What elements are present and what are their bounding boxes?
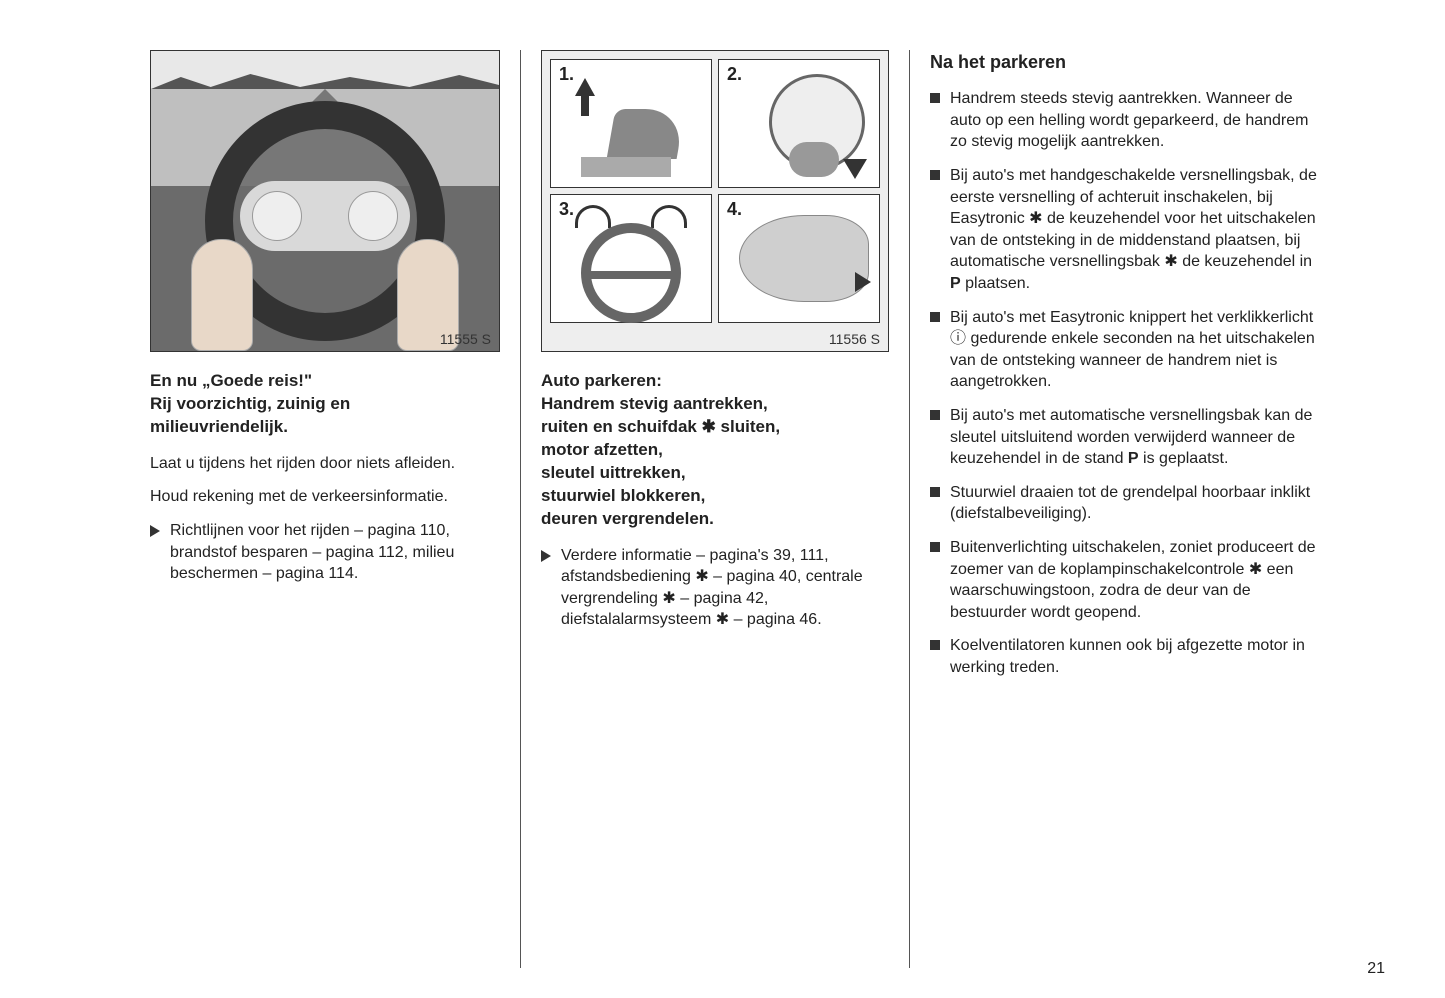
bullet-item: Richtlijnen voor het rijden – pagina 110… (150, 520, 500, 585)
text: plaatsen. (961, 275, 1030, 292)
panel-number: 4. (727, 199, 742, 220)
figure-parking-steps: 1. 2. 3. 4. (541, 50, 889, 352)
heading-line: deuren vergrendelen. (541, 509, 714, 528)
bullet-text: Verdere informatie – pagina's 39, 111, a… (561, 545, 889, 631)
square-bullet-icon (930, 410, 940, 420)
heading-line: ruiten en schuifdak ✱ sluiten, (541, 417, 780, 436)
bullet-item: Handrem steeds stevig aantrekken. Wannee… (930, 88, 1325, 153)
heading-line: stuurwiel blokkeren, (541, 486, 705, 505)
panel-grid: 1. 2. 3. 4. (550, 59, 880, 323)
col2-heading: Auto parkeren: Handrem stevig aantrekken… (541, 370, 889, 531)
panel-number: 3. (559, 199, 574, 220)
page-number: 21 (1367, 960, 1385, 978)
heading-line: Rij voorzichtig, zuinig en (150, 394, 350, 413)
triangle-bullet-icon (150, 525, 160, 537)
bullet-item: Verdere informatie – pagina's 39, 111, a… (541, 545, 889, 631)
bullet-text: Bij auto's met handgeschakelde versnelli… (950, 165, 1325, 295)
col1-heading: En nu „Goede reis!" Rij voorzichtig, zui… (150, 370, 500, 439)
heading-line: En nu „Goede reis!" (150, 371, 312, 390)
arrow-right-icon (855, 272, 871, 292)
panel-handbrake: 1. (550, 59, 712, 188)
column-middle: 1. 2. 3. 4. (520, 50, 910, 968)
square-bullet-icon (930, 312, 940, 322)
bullet-text: Bij auto's met automatische versnellings… (950, 405, 1325, 470)
bold-p: P (1128, 450, 1139, 467)
mountains (151, 69, 499, 89)
square-bullet-icon (930, 542, 940, 552)
bold-p: P (950, 275, 961, 292)
heading-line: Handrem stevig aantrekken, (541, 394, 768, 413)
triangle-bullet-icon (541, 550, 551, 562)
heading-line: Auto parkeren: (541, 371, 662, 390)
bullet-text: Stuurwiel draaien tot de grendelpal hoor… (950, 482, 1325, 525)
panel-number: 2. (727, 64, 742, 85)
heading-line: sleutel uittrekken, (541, 463, 686, 482)
heading-line: motor afzetten, (541, 440, 663, 459)
panel-number: 1. (559, 64, 574, 85)
paragraph: Houd rekening met de verkeersinformatie. (150, 486, 500, 508)
square-bullet-icon (930, 487, 940, 497)
column-right: Na het parkeren Handrem steeds stevig aa… (910, 50, 1345, 968)
figure-label: 11555 S (440, 331, 491, 347)
handbrake-lever (607, 109, 686, 159)
arrow-down-icon (843, 159, 867, 179)
manual-page: 11555 S En nu „Goede reis!" Rij voorzich… (0, 0, 1445, 998)
bullet-item: Stuurwiel draaien tot de grendelpal hoor… (930, 482, 1325, 525)
col3-heading: Na het parkeren (930, 50, 1325, 74)
bullet-item: Bij auto's met Easytronic knippert het v… (930, 307, 1325, 393)
square-bullet-icon (930, 170, 940, 180)
rotate-arrow-icon (575, 205, 611, 228)
bullet-text: Koelventilatoren kunnen ook bij afgezett… (950, 635, 1325, 678)
panel-steering: 3. (550, 194, 712, 323)
figure-driving: 11555 S (150, 50, 500, 352)
paragraph: Laat u tijdens het rijden door niets afl… (150, 453, 500, 475)
column-left: 11555 S En nu „Goede reis!" Rij voorzich… (130, 50, 520, 968)
bullet-text: Buitenverlichting uitschakelen, zoniet p… (950, 537, 1325, 623)
bullet-text: Bij auto's met Easytronic knippert het v… (950, 307, 1325, 393)
text: is geplaatst. (1139, 450, 1229, 467)
square-bullet-icon (930, 640, 940, 650)
bullet-item: Koelventilatoren kunnen ook bij afgezett… (930, 635, 1325, 678)
bullet-item: Bij auto's met automatische versnellings… (930, 405, 1325, 470)
hand-left (191, 239, 253, 351)
bullet-item: Bij auto's met handgeschakelde versnelli… (930, 165, 1325, 295)
panel-mirror: 4. (718, 194, 880, 323)
handbrake-base (581, 157, 671, 177)
bullet-text: Richtlijnen voor het rijden – pagina 110… (170, 520, 500, 585)
text: Bij auto's met handgeschakelde versnelli… (950, 167, 1317, 270)
bullet-item: Buitenverlichting uitschakelen, zoniet p… (930, 537, 1325, 623)
panel-ignition: 2. (718, 59, 880, 188)
key (789, 142, 839, 177)
mirror-housing (739, 215, 869, 302)
steering-wheel-small (581, 223, 681, 323)
figure-label: 11556 S (829, 331, 880, 347)
arrow-up-icon (575, 78, 595, 96)
heading-line: milieuvriendelijk. (150, 417, 288, 436)
rotate-arrow-icon (651, 205, 687, 228)
bullet-text: Handrem steeds stevig aantrekken. Wannee… (950, 88, 1325, 153)
square-bullet-icon (930, 93, 940, 103)
